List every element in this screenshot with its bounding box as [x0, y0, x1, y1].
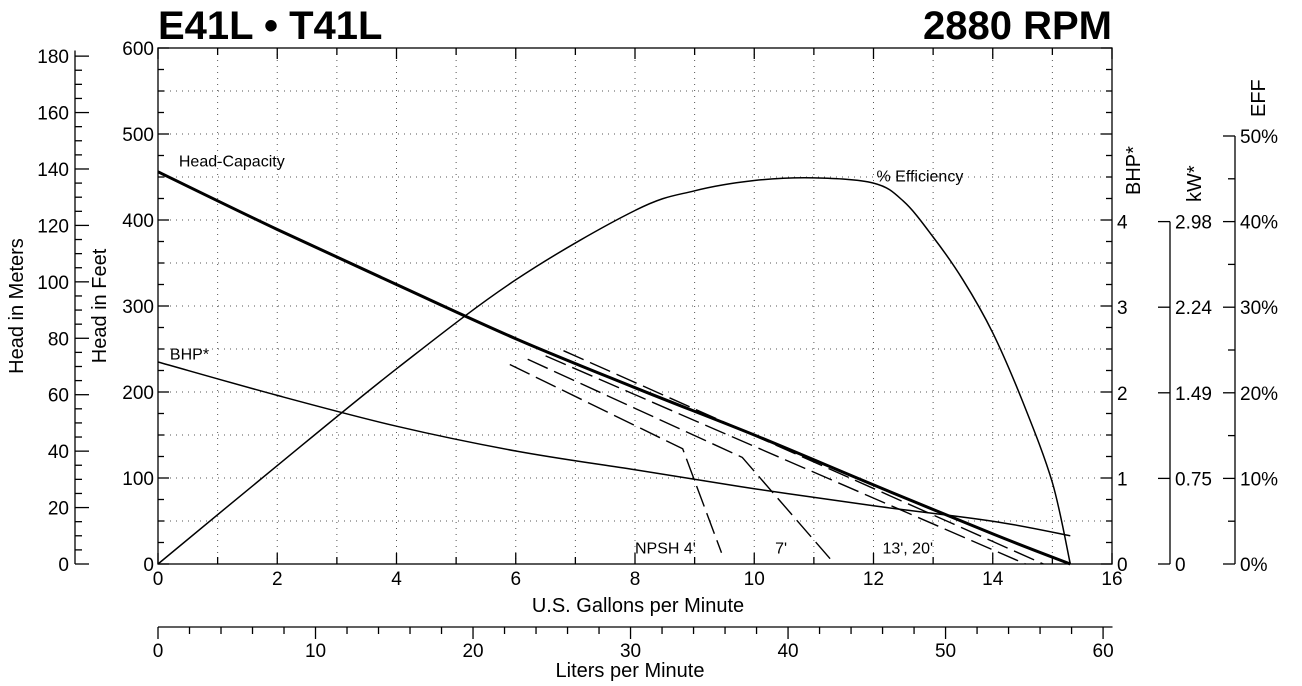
axes: 0 2 4 6 8 10 12 14 16010020030040050060002040608…: [37, 39, 1278, 662]
curve-label: NPSH 4': [635, 541, 696, 558]
y-tick-label-meters: 40: [48, 442, 69, 463]
y-tick-label-bhp: 0: [1117, 555, 1128, 576]
curve-label: BHP*: [170, 346, 209, 363]
x2-tick-label: 40: [777, 641, 798, 662]
y-tick-label-feet: 200: [122, 383, 154, 404]
x-tick-label: 10: [744, 569, 765, 590]
y-axis-label-feet: Head in Feet: [89, 248, 111, 363]
y-tick-label-meters: 140: [37, 160, 69, 181]
y-tick-label-eff: 20%: [1240, 384, 1278, 405]
x-tick-label: 12: [863, 569, 884, 590]
curve-label: 13', 20': [882, 541, 933, 558]
y-tick-label-eff: 0%: [1240, 555, 1268, 576]
y-tick-label-meters: 60: [48, 386, 69, 407]
y-tick-label-meters: 0: [58, 555, 69, 576]
y-tick-label-kw: 0: [1175, 555, 1186, 576]
chart-subtitle: 2880 RPM: [923, 4, 1112, 48]
y-axis-label-bhp: BHP*: [1123, 146, 1145, 195]
x-tick-label: 2: [272, 569, 283, 590]
curve-label: Head-Capacity: [179, 154, 285, 171]
x-tick-label: 8: [630, 569, 641, 590]
y-tick-label-meters: 120: [37, 216, 69, 237]
y-tick-label-kw: 2.24: [1175, 298, 1212, 319]
y-tick-label-bhp: 1: [1117, 469, 1128, 490]
x2-tick-label: 30: [620, 641, 641, 662]
y-tick-label-meters: 160: [37, 104, 69, 125]
y-tick-label-feet: 400: [122, 211, 154, 232]
x-tick-label: 6: [510, 569, 521, 590]
series-efficiency-line: [157, 177, 1072, 565]
chart-title: E41L • T41L: [158, 4, 382, 48]
x2-tick-label: 0: [153, 641, 164, 662]
y-tick-label-eff: 10%: [1240, 469, 1278, 490]
y-axis-label-eff: EFF: [1248, 79, 1270, 117]
y-axis-label-meters: Head in Meters: [6, 238, 28, 374]
series-npsh-4-line: [509, 363, 723, 554]
y-axis-label-kw: kW*: [1184, 165, 1206, 202]
series-bhp-line: [157, 361, 1071, 537]
series-head-capacity-line: [157, 170, 1071, 566]
y-tick-label-feet: 0: [143, 555, 154, 576]
y-tick-label-eff: 40%: [1240, 213, 1278, 234]
x2-tick-label: 20: [462, 641, 483, 662]
y-tick-label-meters: 80: [48, 329, 69, 350]
x-tick-label: 14: [982, 569, 1004, 590]
x2-tick-label: 10: [305, 641, 326, 662]
x-tick-label: 0: [153, 569, 164, 590]
y-tick-label-feet: 300: [122, 297, 154, 318]
gridlines: [158, 48, 1112, 564]
curve-label: 7': [775, 541, 787, 558]
x-tick-label: 4: [391, 569, 402, 590]
series-7-line: [527, 358, 836, 565]
series-lines: [157, 170, 1072, 566]
curve-annotations: Head-Capacity % Efficiency BHP* NPSH 4' 7' 13…: [170, 154, 963, 558]
y-tick-label-kw: 2.98: [1175, 213, 1212, 234]
y-tick-label-kw: 1.49: [1175, 384, 1212, 405]
y-tick-label-meters: 100: [37, 273, 69, 294]
y-tick-label-bhp: 2: [1117, 384, 1128, 405]
y-tick-label-feet: 500: [122, 125, 154, 146]
y-tick-label-bhp: 3: [1117, 298, 1128, 319]
y-tick-label-meters: 20: [48, 499, 69, 520]
y-tick-label-meters: 180: [37, 47, 69, 68]
y-tick-label-eff: 50%: [1240, 127, 1278, 148]
curve-label: % Efficiency: [876, 168, 963, 185]
x-tick-label: 16: [1101, 569, 1122, 590]
series-13-20-line: [563, 350, 1044, 565]
y-tick-label-kw: 0.75: [1175, 469, 1212, 490]
x2-axis-label: Liters per Minute: [556, 660, 705, 682]
x-axis-label: U.S. Gallons per Minute: [532, 595, 744, 617]
x2-tick-label: 50: [935, 641, 956, 662]
y-tick-label-bhp: 4: [1117, 213, 1128, 234]
x2-tick-label: 60: [1093, 641, 1114, 662]
y-tick-label-eff: 30%: [1240, 298, 1278, 319]
y-tick-label-feet: 100: [122, 469, 154, 490]
series-13-20-line: [545, 355, 1026, 565]
y-tick-label-feet: 600: [122, 39, 154, 60]
